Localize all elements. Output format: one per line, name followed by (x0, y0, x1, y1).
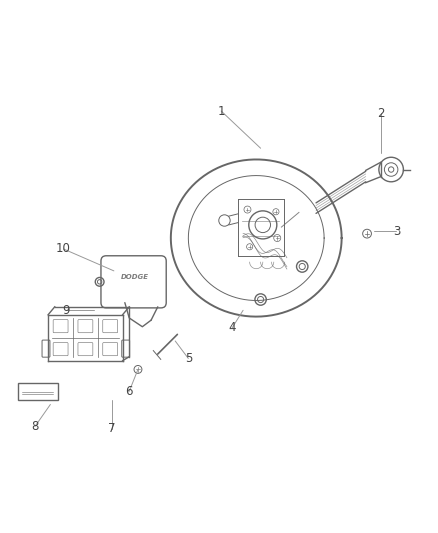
Text: 9: 9 (62, 304, 70, 317)
Text: 3: 3 (393, 225, 400, 238)
Text: 6: 6 (125, 385, 133, 398)
Bar (18, 383, 58, 400)
Text: 1: 1 (217, 104, 225, 117)
Text: 8: 8 (32, 420, 39, 433)
Text: 10: 10 (56, 243, 71, 255)
Text: 7: 7 (108, 422, 116, 435)
Text: 4: 4 (228, 321, 236, 334)
Text: 2: 2 (377, 107, 385, 120)
Text: 5: 5 (185, 352, 192, 365)
Text: DODGE: DODGE (120, 274, 148, 280)
